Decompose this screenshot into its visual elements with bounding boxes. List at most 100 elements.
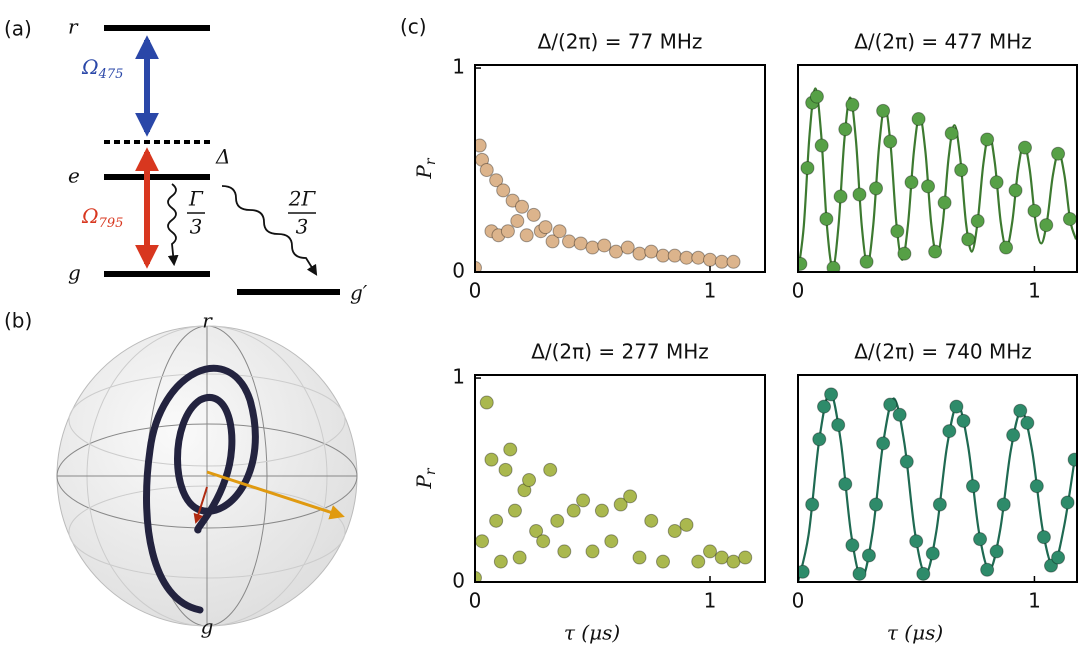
data-point [1039, 218, 1054, 233]
data-point [594, 503, 609, 518]
data-point [507, 503, 522, 518]
bloch-sphere [56, 325, 358, 627]
data-point [798, 256, 808, 271]
data-point [703, 252, 718, 267]
data-point [814, 138, 829, 153]
y-axis-label: Pr [412, 467, 440, 489]
fraction-numerator: Γ [188, 187, 204, 211]
plot-area [475, 138, 741, 272]
data-point [1036, 530, 1051, 545]
data-point [562, 234, 577, 249]
data-point [989, 544, 1004, 559]
data-point [999, 240, 1014, 255]
data-point [932, 497, 947, 512]
data-point [691, 250, 706, 265]
data-point [805, 497, 820, 512]
data-point [613, 497, 628, 512]
data-point [980, 132, 995, 147]
data-point [817, 399, 832, 414]
subplot: Δ/(2π) = 477 MHz 0 1 [792, 30, 1078, 303]
data-point [833, 189, 848, 204]
data-point [904, 175, 919, 190]
data-point [500, 224, 515, 239]
data-point [996, 497, 1011, 512]
data-point [809, 89, 824, 104]
fit-line [798, 391, 1076, 582]
data-point [1008, 183, 1023, 198]
data-point [1006, 428, 1021, 443]
data-point [845, 538, 860, 553]
data-point [538, 220, 553, 235]
data-point [909, 534, 924, 549]
data-point [519, 228, 534, 243]
data-point [738, 550, 753, 565]
x-axis-label: τ (μs) [887, 621, 943, 645]
panel-label: (a) [4, 17, 32, 41]
y-axis-label: Pr [412, 157, 440, 179]
subplot-title: Δ/(2π) = 740 MHz [854, 340, 1032, 364]
data-point [826, 260, 841, 272]
decay-arrow [221, 185, 318, 276]
data-point [1027, 203, 1042, 218]
field-vector [206, 470, 345, 520]
pole-label: r [202, 309, 213, 333]
data-point [942, 424, 957, 439]
level-label: g [68, 261, 81, 285]
data-point [503, 442, 518, 457]
x-tick-label: 0 [792, 279, 805, 303]
x-tick-label: 1 [704, 279, 717, 303]
plot-area [798, 387, 1077, 582]
panel-label: (b) [4, 309, 32, 333]
data-point [859, 254, 874, 269]
data-point [949, 399, 964, 414]
data-point [576, 493, 591, 508]
data-point [714, 550, 729, 565]
data-point [703, 544, 718, 559]
data-point [512, 550, 527, 565]
data-point [1013, 403, 1028, 418]
subscript: r [423, 467, 439, 475]
data-point [861, 548, 876, 563]
trajectory [143, 365, 259, 614]
data-point [890, 224, 905, 239]
data-point [944, 126, 959, 141]
data-point [921, 179, 936, 194]
data-point [838, 122, 853, 137]
level-label: g′ [350, 281, 368, 305]
y-tick-label: 0 [452, 569, 465, 593]
level-diagram [104, 25, 340, 295]
data-point [496, 183, 511, 198]
subplot: Δ/(2π) = 740 MHz 0 1 τ (μs) [792, 340, 1078, 645]
data-point [852, 566, 867, 581]
x-tick-label: 0 [469, 279, 482, 303]
data-point [475, 534, 490, 549]
data-point [550, 513, 565, 528]
data-point [800, 160, 815, 175]
data-point [965, 479, 980, 494]
data-point [961, 232, 976, 247]
detuning-label: Δ [215, 145, 230, 169]
subplot-title: Δ/(2π) = 477 MHz [854, 30, 1032, 54]
y-tick-label: 1 [452, 55, 465, 79]
fraction-denominator: 3 [296, 215, 309, 239]
data-point [1020, 415, 1035, 430]
data-point [585, 240, 600, 255]
data-point [852, 187, 867, 202]
data-point [831, 417, 846, 432]
data-point [543, 462, 558, 477]
data-point [869, 181, 884, 196]
plot-area [475, 395, 753, 582]
data-point [869, 497, 884, 512]
data-point [526, 207, 541, 222]
data-point [479, 395, 494, 410]
data-point [714, 254, 729, 269]
data-point [937, 195, 952, 210]
data-point [620, 240, 635, 255]
data-point [980, 562, 995, 577]
data-point [1062, 211, 1077, 226]
data-point [954, 163, 969, 178]
symbol: Ω [81, 55, 99, 79]
data-point [970, 214, 985, 229]
axes-frame [474, 374, 766, 583]
subplot-title: Δ/(2π) = 77 MHz [538, 30, 703, 54]
